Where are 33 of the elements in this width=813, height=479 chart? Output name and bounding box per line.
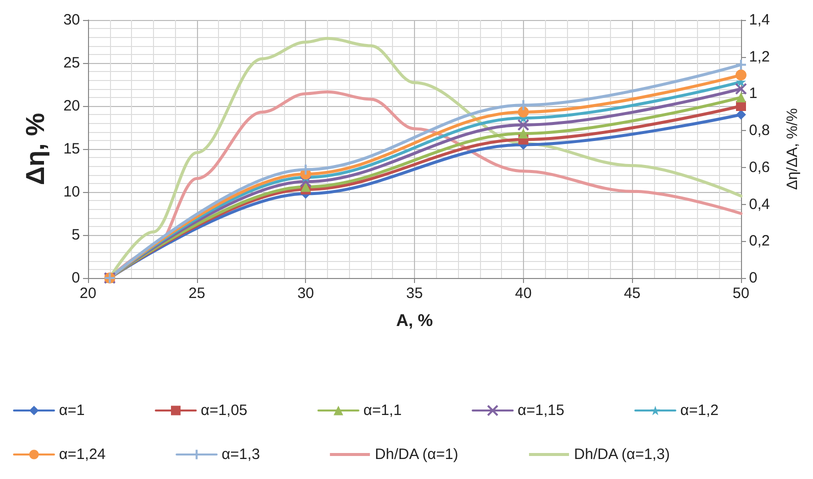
legend-label: Dh/DA (α=1,3) bbox=[574, 446, 670, 463]
x-axis-title: A, % bbox=[396, 311, 433, 330]
y-tick-label: 20 bbox=[63, 98, 80, 114]
y2-tick-label: 0,8 bbox=[749, 122, 770, 140]
y-tick-label: 0 bbox=[72, 270, 80, 286]
y-tick-label: 25 bbox=[63, 54, 80, 72]
legend-label: α=1,05 bbox=[200, 402, 248, 419]
legend-label: α=1,2 bbox=[680, 402, 719, 419]
y2-tick-label: 0,4 bbox=[749, 196, 770, 213]
x-tick-label: 30 bbox=[297, 285, 314, 302]
y2-tick-label: 1 bbox=[749, 85, 758, 102]
y2-tick-label: 1,2 bbox=[749, 48, 770, 66]
legend-label: α=1,3 bbox=[222, 446, 260, 463]
x-tick-label: 40 bbox=[514, 285, 532, 302]
legend-label: α=1 bbox=[59, 402, 85, 419]
y2-tick-label: 0,6 bbox=[749, 158, 770, 176]
y-tick-label: 10 bbox=[63, 184, 80, 200]
y2-tick-label: 0 bbox=[749, 270, 758, 286]
legend-label: α=1,24 bbox=[59, 446, 106, 463]
y-tick-label: 15 bbox=[63, 140, 80, 158]
x-tick-label: 45 bbox=[624, 285, 641, 302]
y-tick-label: 5 bbox=[72, 226, 80, 244]
x-tick-label: 35 bbox=[406, 285, 423, 302]
legend-label: Dh/DA (α=1) bbox=[374, 446, 458, 463]
x-tick-label: 25 bbox=[188, 285, 206, 302]
y2-tick-label: 0,2 bbox=[749, 232, 770, 250]
y2-axis-title: Δη/ΔA, %/% bbox=[784, 108, 801, 190]
y2-tick-label: 1,4 bbox=[749, 12, 770, 28]
x-tick-label: 50 bbox=[732, 285, 750, 302]
y-axis-title: Δη, % bbox=[20, 112, 50, 186]
legend-label: α=1,1 bbox=[363, 402, 402, 419]
legend-label: α=1,15 bbox=[518, 402, 564, 419]
y-tick-label: 30 bbox=[63, 12, 80, 28]
